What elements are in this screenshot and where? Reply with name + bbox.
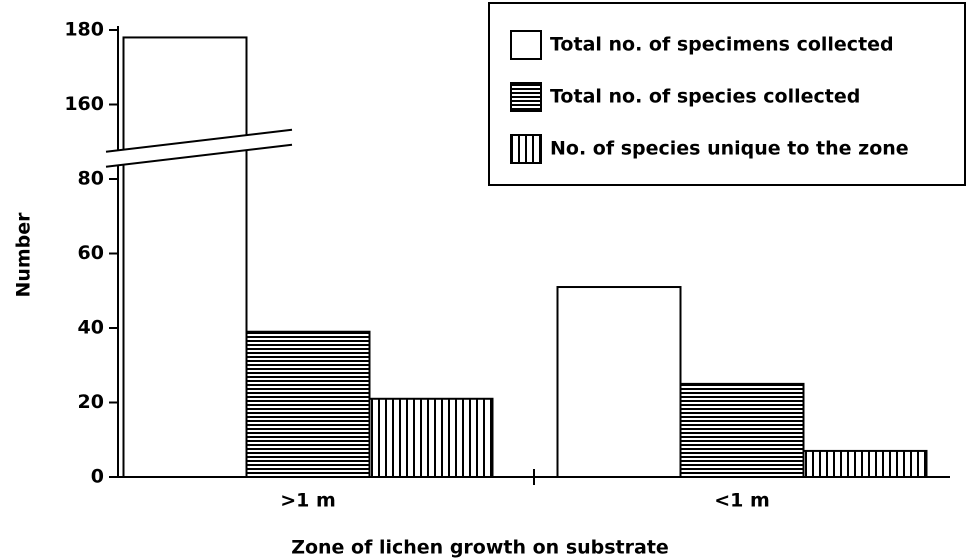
y-tick-label: 160 (64, 93, 104, 115)
y-tick-label: 0 (91, 466, 104, 488)
bar (368, 397, 494, 478)
bar (802, 449, 928, 478)
bar (245, 330, 371, 478)
y-axis-label: Number (13, 212, 35, 298)
y-tick-label: 80 (78, 168, 104, 190)
legend-swatch (510, 30, 542, 60)
legend-swatch (510, 82, 542, 112)
legend-label: Total no. of species collected (550, 86, 860, 108)
axis-break-line (105, 128, 293, 153)
legend-label: Total no. of specimens collected (550, 34, 894, 56)
x-axis-label: Zone of lichen growth on substrate (291, 537, 669, 559)
legend-box (488, 2, 966, 186)
legend-label: No. of species unique to the zone (550, 138, 909, 160)
axis-break-gap (106, 129, 292, 167)
x-tick-label: >1 m (280, 490, 336, 512)
bar (679, 382, 805, 478)
y-tick-label: 20 (78, 391, 104, 413)
x-tick-label: <1 m (714, 490, 770, 512)
bar (122, 36, 248, 478)
y-tick-label: 180 (64, 19, 104, 41)
legend-swatch (510, 134, 542, 164)
y-tick-label: 40 (78, 317, 104, 339)
y-tick-label: 60 (78, 242, 104, 264)
axis-break-line (105, 143, 293, 168)
bar (556, 286, 682, 478)
